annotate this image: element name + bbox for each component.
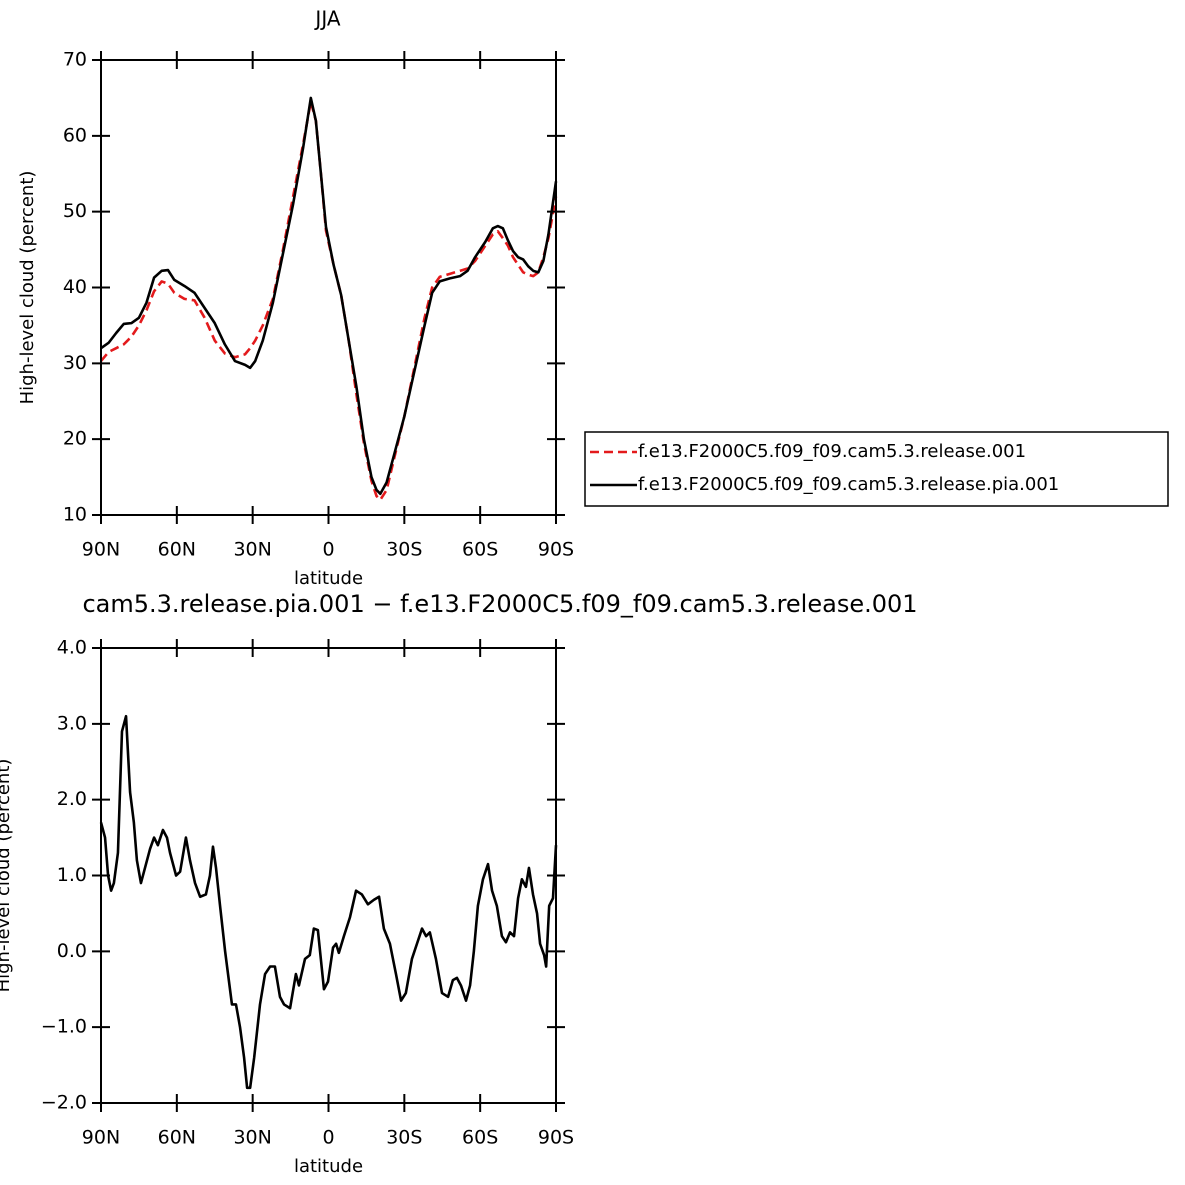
x-tick-label: 60S [462, 539, 498, 561]
y-tick-label: 50 [63, 200, 87, 222]
data-line [100, 100, 558, 502]
x-tick-label: 90N [82, 1127, 120, 1149]
x-axis-label: latitude [294, 1156, 363, 1177]
y-tick-label: −1.0 [41, 1016, 87, 1038]
y-tick-label: 0.0 [57, 940, 87, 962]
legend-label: f.e13.F2000C5.f09_f09.cam5.3.release.001 [638, 441, 1026, 462]
chart-title: JJA [313, 7, 340, 31]
legend-box [584, 431, 1169, 507]
x-tick-label: 30N [233, 1127, 271, 1149]
x-tick-label: 30S [386, 1127, 422, 1149]
data-line [99, 714, 558, 1090]
y-tick-label: 10 [63, 504, 87, 526]
chart-title: cam5.3.release.pia.001 − f.e13.F2000C5.f… [82, 590, 917, 618]
y-tick-label: 20 [63, 428, 87, 450]
y-tick-label: 3.0 [57, 712, 87, 734]
y-tick-label: 4.0 [57, 637, 87, 659]
x-tick-label: 90S [538, 539, 574, 561]
y-tick-label: 2.0 [57, 788, 87, 810]
y-axis-label: High-level cloud (percent) [17, 171, 38, 405]
x-tick-label: 60N [158, 1127, 196, 1149]
y-tick-label: −2.0 [41, 1092, 87, 1114]
x-tick-label: 60N [158, 539, 196, 561]
y-tick-label: 60 [63, 124, 87, 146]
y-tick-label: 70 [63, 49, 87, 71]
y-tick-label: 30 [63, 352, 87, 374]
legend-label: f.e13.F2000C5.f09_f09.cam5.3.release.pia… [638, 474, 1059, 495]
x-tick-label: 30S [386, 539, 422, 561]
x-tick-label: 60S [462, 1127, 498, 1149]
x-tick-label: 30N [233, 539, 271, 561]
x-tick-label: 90N [82, 539, 120, 561]
y-axis-label: High-level cloud (percent) [0, 759, 14, 993]
y-tick-label: 1.0 [57, 864, 87, 886]
data-line [100, 96, 558, 496]
x-tick-label: 0 [322, 539, 334, 561]
x-tick-label: 0 [322, 1127, 334, 1149]
x-axis-label: latitude [294, 568, 363, 589]
plot-frame [100, 647, 557, 1104]
x-tick-label: 90S [538, 1127, 574, 1149]
legend: f.e13.F2000C5.f09_f09.cam5.3.release.001… [584, 431, 1169, 507]
y-tick-label: 40 [63, 276, 87, 298]
